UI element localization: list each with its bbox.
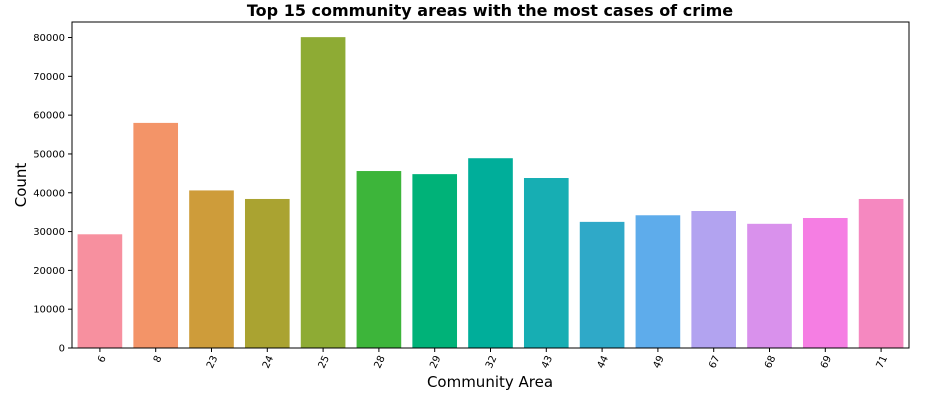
x-tick-label: 25	[317, 354, 332, 370]
y-tick-label: 30000	[33, 227, 65, 238]
bar-68	[747, 223, 792, 348]
bar-43	[523, 178, 569, 348]
y-axis: 0 10000 20000 30000 40000 50000 60000 70000 8000…	[33, 33, 72, 355]
y-axis-label: Count	[12, 163, 30, 208]
x-tick-label: 69	[819, 354, 834, 370]
x-tick-label: 8	[152, 354, 165, 364]
y-tick-label: 10000	[33, 305, 65, 316]
y-tick-label: 50000	[33, 149, 65, 160]
bars-group	[77, 37, 904, 349]
bar-6	[77, 234, 123, 348]
x-tick-label: 67	[707, 354, 722, 370]
bar-44	[579, 221, 625, 348]
y-tick-label: 70000	[33, 72, 65, 83]
bar-71	[858, 198, 904, 348]
x-tick-label: 44	[596, 354, 611, 370]
bar-23	[189, 190, 234, 348]
bar-49	[635, 215, 681, 348]
bar-29	[412, 174, 458, 348]
x-tick-label: 23	[205, 354, 220, 370]
x-tick-label: 29	[428, 354, 443, 370]
x-tick-label: 43	[540, 354, 555, 370]
bar-28	[356, 171, 402, 348]
y-tick-label: 0	[59, 344, 65, 355]
y-tick-label: 60000	[33, 111, 65, 122]
x-tick-label: 24	[261, 354, 276, 370]
y-tick-label: 80000	[33, 33, 65, 44]
x-tick-label: 71	[875, 354, 890, 370]
x-tick-label: 32	[484, 354, 499, 370]
x-tick-label: 68	[763, 354, 778, 370]
chart-title: Top 15 community areas with the most cas…	[247, 1, 733, 20]
bar-69	[802, 217, 848, 348]
x-tick-label: 28	[372, 354, 387, 370]
bar-24	[244, 198, 290, 348]
x-tick-label: 49	[651, 354, 666, 370]
bar-25	[300, 37, 346, 348]
plot-frame	[71, 21, 910, 349]
bar-8	[133, 122, 179, 349]
x-tick-label: 6	[96, 354, 109, 364]
x-axis: 6 8 23 24 25 28 29 32 43 44 49 67 68 69 71	[96, 348, 890, 370]
bar-67	[691, 211, 737, 348]
x-axis-label: Community Area	[427, 373, 553, 391]
y-tick-label: 40000	[33, 188, 65, 199]
y-tick-label: 20000	[33, 266, 65, 277]
bar-32	[468, 158, 513, 348]
